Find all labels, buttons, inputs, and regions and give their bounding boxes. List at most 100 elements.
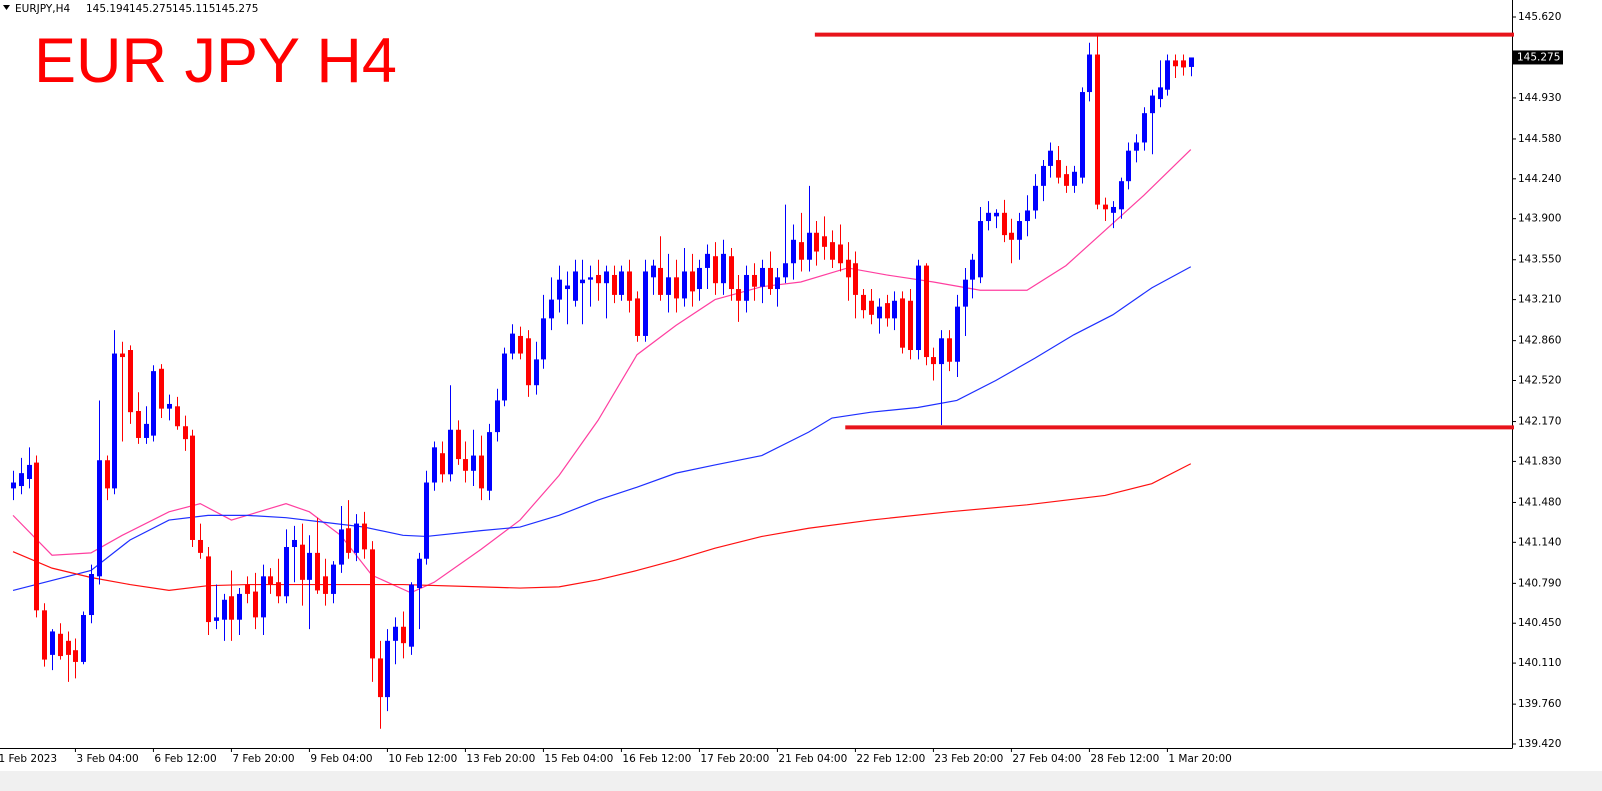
x-tick-label: 7 Feb 20:00 — [232, 753, 294, 765]
y-tick-label: 142.170 — [1518, 416, 1561, 428]
candle-body — [190, 435, 195, 540]
candle-body — [1189, 57, 1194, 67]
candle-body — [853, 263, 858, 295]
candle-body — [690, 271, 695, 292]
candle-body — [120, 353, 125, 358]
y-tick-label: 143.210 — [1518, 294, 1561, 306]
candle-body — [565, 285, 570, 290]
candle-body — [1142, 113, 1147, 143]
candle-body — [128, 350, 133, 413]
y-tick-label: 141.830 — [1518, 455, 1561, 467]
header-low: 145.115 — [172, 3, 215, 15]
candle-body — [799, 242, 804, 260]
candle-body — [1111, 206, 1116, 213]
y-tick-label: 141.140 — [1518, 536, 1561, 548]
candle-body — [549, 299, 554, 319]
current-price-label: 145.275 — [1517, 51, 1560, 63]
candle-body — [331, 564, 336, 594]
candle-body — [378, 658, 383, 698]
candle-body — [105, 460, 110, 489]
candle-body — [791, 239, 796, 264]
menu-arrow[interactable] — [3, 5, 10, 10]
candle-body — [339, 529, 344, 565]
candle-body — [1009, 232, 1014, 240]
candle-body — [970, 259, 975, 280]
candle-body — [1181, 60, 1186, 68]
x-tick-label: 16 Feb 12:00 — [622, 753, 691, 765]
candle-body — [510, 333, 515, 354]
candle-body — [11, 482, 16, 489]
x-tick-label: 1 Feb 2023 — [0, 753, 57, 765]
candle-body — [1103, 204, 1108, 210]
moving-average-line — [12, 463, 1192, 592]
candle-body — [900, 298, 905, 348]
candle-body — [401, 626, 406, 644]
candle-body — [448, 429, 453, 475]
y-tick-label: 140.110 — [1518, 657, 1561, 669]
candle-body — [931, 357, 936, 365]
candle-body — [830, 242, 835, 260]
moving-average-line — [12, 266, 1192, 591]
candle-body — [838, 244, 843, 264]
candle-body — [34, 462, 39, 611]
candle-body — [713, 256, 718, 284]
candle-body — [245, 584, 250, 594]
candle-body — [1048, 150, 1053, 166]
candle-body — [807, 232, 812, 260]
candle-body — [19, 473, 24, 487]
y-tick-label: 145.620 — [1518, 11, 1561, 23]
candle-body — [151, 371, 156, 436]
y-tick-label: 139.760 — [1518, 698, 1561, 710]
candle-body — [963, 279, 968, 307]
candle-body — [27, 464, 32, 480]
candle-body — [822, 236, 827, 247]
candle-body — [1173, 60, 1178, 67]
chart-title: EUR JPY H4 — [34, 26, 397, 96]
candle-body — [924, 265, 929, 358]
candle-body — [276, 582, 281, 597]
candle-body — [768, 267, 773, 290]
y-tick-label: 139.420 — [1518, 738, 1561, 750]
x-tick-label: 21 Feb 04:00 — [778, 753, 847, 765]
candle-body — [463, 459, 468, 471]
symbol-label: EURJPY,H4 — [15, 3, 70, 15]
candle-body — [705, 253, 710, 268]
y-tick-label: 142.860 — [1518, 335, 1561, 347]
candle-body — [978, 221, 983, 278]
candle-body — [682, 271, 687, 299]
candle-body — [1072, 171, 1077, 186]
x-tick-label: 17 Feb 20:00 — [700, 753, 769, 765]
candle-body — [424, 482, 429, 559]
candle-body — [1064, 174, 1069, 186]
x-tick-label: 10 Feb 12:00 — [388, 753, 457, 765]
candle-body — [869, 300, 874, 315]
candle-body — [947, 338, 952, 362]
x-tick-label: 27 Feb 04:00 — [1012, 753, 1081, 765]
y-tick-label: 144.580 — [1518, 133, 1561, 145]
candle-body — [651, 265, 656, 278]
candle-body — [721, 253, 726, 284]
x-tick-label: 6 Feb 12:00 — [154, 753, 216, 765]
y-tick-label: 142.520 — [1518, 375, 1561, 387]
candle-body — [292, 539, 297, 548]
candle-body — [596, 274, 601, 284]
candle-body — [783, 263, 788, 278]
candle-body — [604, 271, 609, 284]
candle-body — [736, 289, 741, 301]
candle-body — [916, 265, 921, 351]
candle-body — [775, 277, 780, 290]
candle-body — [573, 271, 578, 301]
x-tick-label: 23 Feb 20:00 — [934, 753, 1003, 765]
candle-body — [557, 279, 562, 300]
y-tick-label: 144.930 — [1518, 92, 1561, 104]
candle-body — [253, 591, 258, 618]
x-tick-label: 1 Mar 20:00 — [1168, 753, 1231, 765]
candle-body — [814, 232, 819, 252]
candle-body — [744, 274, 749, 301]
candle-body — [315, 552, 320, 591]
candle-body — [1095, 54, 1100, 205]
candle-body — [1119, 181, 1124, 210]
candle-body — [635, 298, 640, 336]
candle-body — [1158, 87, 1163, 100]
x-tick-label: 28 Feb 12:00 — [1090, 753, 1159, 765]
